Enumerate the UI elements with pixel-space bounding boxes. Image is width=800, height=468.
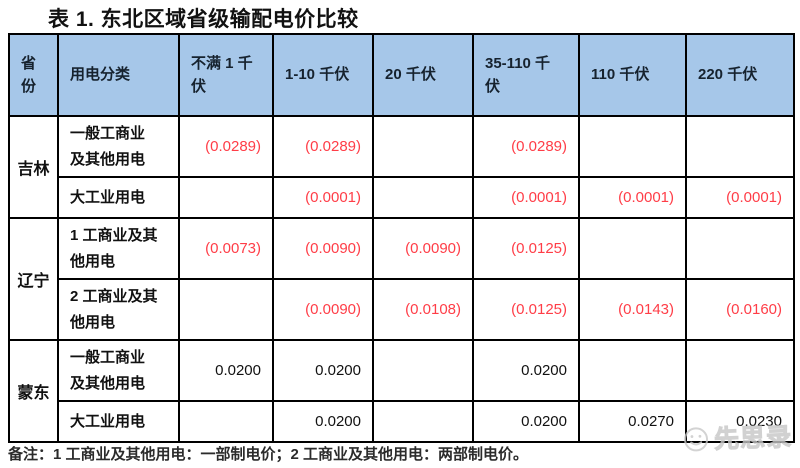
category-cell: 1 工商业及其 他用电 <box>57 217 180 280</box>
value-cell: (0.0125) <box>472 278 580 341</box>
value-cell: (0.0289) <box>472 115 580 178</box>
value-cell: (0.0090) <box>272 217 374 280</box>
page-title: 表 1. 东北区域省级输配电价比较 <box>48 8 359 31</box>
value-cell <box>578 217 687 280</box>
value-cell: (0.0001) <box>472 176 580 219</box>
column-header: 220 千伏 <box>685 33 795 117</box>
category-cell: 一般工商业 及其他用电 <box>57 339 180 402</box>
category-cell: 2 工商业及其 他用电 <box>57 278 180 341</box>
value-cell: 0.0200 <box>472 400 580 443</box>
value-cell: (0.0289) <box>272 115 374 178</box>
value-cell: (0.0090) <box>372 217 474 280</box>
province-cell: 辽宁 <box>8 217 59 341</box>
value-cell: (0.0073) <box>178 217 274 280</box>
value-cell <box>372 339 474 402</box>
price-comparison-table: 省 份用电分类 不满 1 千 伏 1-10 千伏 20 千伏 35-110 千 伏 110… <box>8 33 795 443</box>
column-header: 不满 1 千 伏 <box>178 33 274 117</box>
value-cell: 0.0230 <box>685 400 795 443</box>
value-cell: (0.0090) <box>272 278 374 341</box>
header-row: 省 份用电分类 不满 1 千 伏 1-10 千伏 20 千伏 35-110 千 伏 110… <box>8 33 795 117</box>
value-cell <box>372 400 474 443</box>
table-row: 大工业用电 0.0200 0.0200 0.0270 0.0230 <box>9 400 795 443</box>
footnote: 备注：1 工商业及其他用电：一部制电价；2 工商业及其他用电：两部制电价。 <box>8 446 529 463</box>
value-cell: 0.0200 <box>272 400 374 443</box>
value-cell <box>178 278 274 341</box>
value-cell <box>578 339 687 402</box>
value-cell <box>685 217 795 280</box>
table-row: 辽宁 1 工商业及其 他用电 (0.0073) (0.0090) (0.0090) (0.… <box>8 217 795 341</box>
value-cell: 0.0200 <box>178 339 274 402</box>
table-row: 蒙东 一般工商业 及其他用电 0.0200 0.0200 0.0200 <box>8 339 795 443</box>
value-cell: (0.0001) <box>272 176 374 219</box>
category-cell: 大工业用电 <box>57 176 180 219</box>
value-cell: (0.0001) <box>685 176 795 219</box>
category-cell: 大工业用电 <box>57 400 180 443</box>
column-header: 用电分类 <box>57 33 180 117</box>
table-row: 吉林 一般工商业 及其他用电 (0.0289) (0.0289) (0.0289) <box>8 115 795 219</box>
value-cell: 0.0200 <box>272 339 374 402</box>
column-header: 20 千伏 <box>372 33 474 117</box>
province-cell: 蒙东 <box>8 339 59 443</box>
value-cell <box>178 400 274 443</box>
table-body: 吉林 一般工商业 及其他用电 (0.0289) (0.0289) (0.0289) 大工业… <box>8 115 795 443</box>
column-header: 1-10 千伏 <box>272 33 374 117</box>
value-cell: (0.0108) <box>372 278 474 341</box>
column-header: 110 千伏 <box>578 33 687 117</box>
value-cell <box>372 115 474 178</box>
value-cell: 0.0270 <box>578 400 687 443</box>
table-row: 2 工商业及其 他用电 (0.0090) (0.0108) (0.0125) (0.01… <box>9 278 795 341</box>
column-header: 35-110 千 伏 <box>472 33 580 117</box>
value-cell: (0.0125) <box>472 217 580 280</box>
value-cell: (0.0001) <box>578 176 687 219</box>
value-cell <box>178 176 274 219</box>
value-cell: (0.0143) <box>578 278 687 341</box>
value-cell <box>685 339 795 402</box>
table-header: 省 份用电分类 不满 1 千 伏 1-10 千伏 20 千伏 35-110 千 伏 110… <box>8 33 795 117</box>
value-cell: (0.0289) <box>178 115 274 178</box>
column-header: 省 份 <box>8 33 59 117</box>
value-cell: (0.0160) <box>685 278 795 341</box>
province-cell: 吉林 <box>8 115 59 219</box>
value-cell <box>578 115 687 178</box>
value-cell: 0.0200 <box>472 339 580 402</box>
category-cell: 一般工商业 及其他用电 <box>57 115 180 178</box>
table-row: 大工业用电 (0.0001) (0.0001) (0.0001) (0.0001) <box>9 176 795 219</box>
value-cell <box>372 176 474 219</box>
value-cell <box>685 115 795 178</box>
